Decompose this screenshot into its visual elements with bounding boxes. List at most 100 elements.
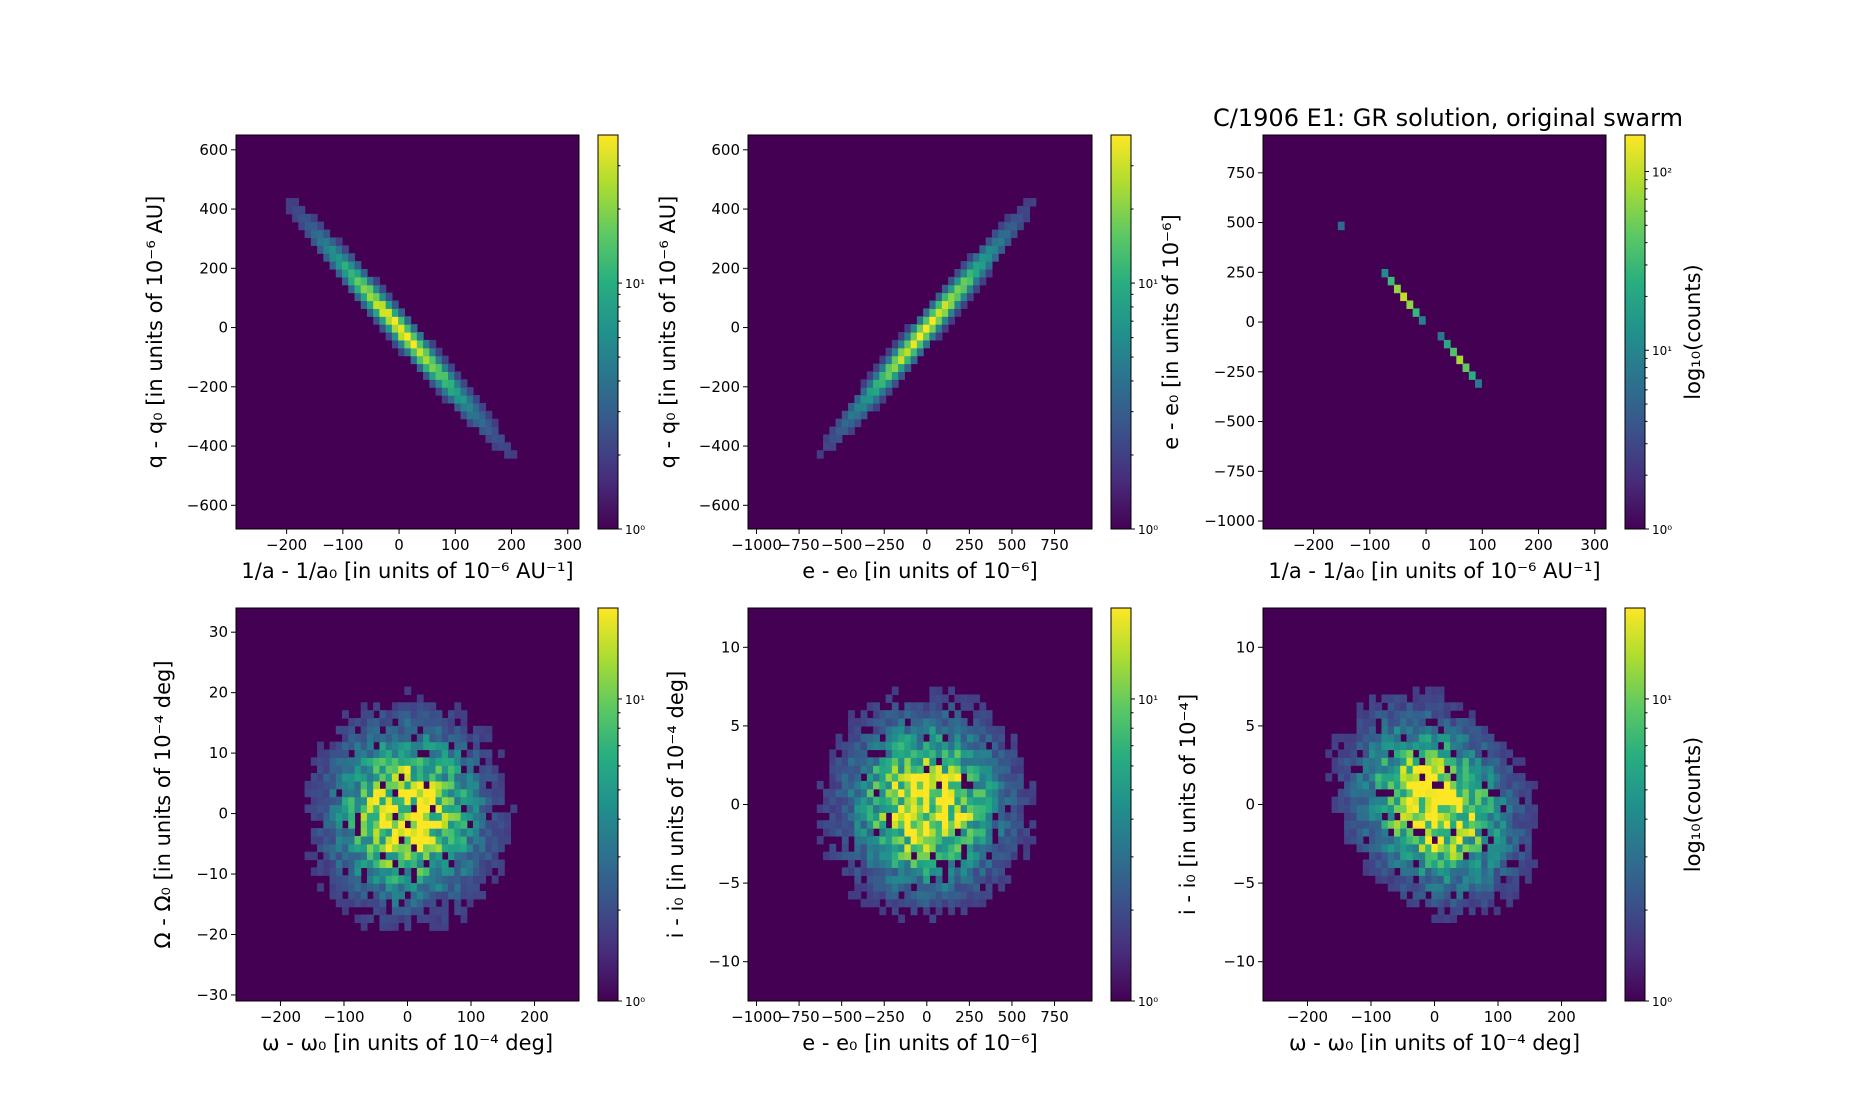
hex-cell bbox=[460, 820, 468, 829]
hex-cell bbox=[1412, 733, 1420, 743]
hex-cell bbox=[885, 859, 893, 868]
hex-cell bbox=[1468, 780, 1476, 790]
hex-cell bbox=[898, 859, 905, 868]
hex-cell bbox=[1518, 780, 1526, 790]
hex-cell bbox=[1518, 812, 1526, 821]
hex-cell bbox=[360, 883, 368, 892]
hex-cell bbox=[1512, 875, 1520, 884]
hex-cell bbox=[941, 820, 949, 829]
hex-cell bbox=[385, 316, 393, 325]
hex-cell bbox=[1418, 765, 1426, 774]
hex-cell bbox=[1400, 835, 1408, 845]
hex-cell bbox=[929, 733, 937, 743]
hex-cell bbox=[1481, 812, 1489, 821]
hex-cell bbox=[948, 796, 955, 806]
hex-cell bbox=[1481, 757, 1489, 766]
hex-cell bbox=[429, 780, 437, 790]
y-tick-label: −750 bbox=[1214, 462, 1255, 480]
y-tick-label: 200 bbox=[711, 259, 740, 277]
hex-cell bbox=[1512, 851, 1520, 861]
hex-cell bbox=[973, 710, 981, 719]
hex-cell bbox=[1369, 835, 1376, 845]
hex-cell bbox=[1350, 741, 1358, 751]
hex-cell bbox=[435, 741, 443, 751]
hex-cell bbox=[1344, 804, 1351, 813]
hex-cell bbox=[454, 796, 462, 806]
hex-cell bbox=[448, 718, 455, 727]
hex-cell bbox=[916, 749, 924, 758]
hex-cell bbox=[854, 718, 862, 727]
hex-cell bbox=[448, 733, 455, 743]
hex-cell bbox=[1450, 796, 1457, 806]
hex-cell bbox=[360, 725, 368, 735]
y-tick-label: 400 bbox=[711, 200, 740, 218]
x-tick-label: 200 bbox=[1524, 536, 1553, 554]
hex-cell bbox=[429, 725, 437, 735]
hex-cell bbox=[391, 339, 399, 349]
hex-cell bbox=[979, 710, 987, 719]
hex-cell bbox=[379, 741, 387, 751]
hex-cell bbox=[1375, 812, 1383, 821]
hex-cell bbox=[379, 773, 387, 782]
x-tick-label: −500 bbox=[821, 536, 862, 554]
hex-cell bbox=[454, 859, 462, 868]
hex-cell bbox=[385, 292, 393, 302]
hex-cell bbox=[1362, 749, 1370, 758]
hex-cell bbox=[1493, 812, 1501, 821]
y-tick-label: −10 bbox=[1223, 953, 1255, 971]
hex-cell bbox=[1418, 316, 1426, 325]
x-tick-label: 200 bbox=[1547, 1008, 1576, 1026]
hex-cell bbox=[1406, 875, 1414, 884]
hex-cell bbox=[848, 418, 855, 428]
hex-cell bbox=[860, 410, 868, 420]
hex-cell bbox=[410, 898, 418, 908]
hex-cell bbox=[1506, 788, 1514, 798]
hex-cell bbox=[373, 702, 381, 711]
hex-cell bbox=[948, 765, 955, 774]
hex-cell bbox=[866, 757, 874, 766]
hex-cell bbox=[342, 851, 349, 861]
hex-cell bbox=[416, 843, 424, 853]
hex-cell bbox=[1431, 694, 1439, 703]
hex-cell bbox=[497, 835, 505, 845]
y-tick-label: −10 bbox=[708, 953, 740, 971]
hex-cell bbox=[879, 765, 887, 774]
hex-cell bbox=[479, 820, 487, 829]
hex-cell bbox=[1393, 733, 1401, 743]
hex-cell bbox=[1481, 765, 1489, 774]
hex-cell bbox=[404, 851, 412, 861]
hex-cell bbox=[1406, 741, 1414, 751]
hex-cell bbox=[829, 749, 837, 758]
hex-cell bbox=[960, 859, 968, 868]
hex-cell bbox=[398, 780, 405, 790]
x-tick-label: 250 bbox=[955, 1008, 984, 1026]
hex-cell bbox=[366, 292, 374, 302]
hex-cell bbox=[991, 788, 999, 798]
hex-cell bbox=[1437, 898, 1445, 908]
hex-cell bbox=[323, 867, 331, 876]
hex-cell bbox=[1487, 898, 1495, 908]
hex-cell bbox=[460, 710, 468, 719]
hex-cell bbox=[935, 796, 943, 806]
hex-cell bbox=[910, 843, 918, 853]
hex-cell bbox=[829, 757, 837, 766]
hex-cell bbox=[472, 773, 480, 782]
hex-cell bbox=[1443, 812, 1451, 821]
hex-cell bbox=[866, 733, 874, 743]
hex-cell bbox=[472, 733, 480, 743]
hex-cell bbox=[342, 788, 349, 798]
hex-cell bbox=[323, 859, 331, 868]
hex-cell bbox=[335, 765, 343, 774]
hex-cell bbox=[1493, 741, 1501, 751]
hex-cell bbox=[948, 292, 955, 302]
hex-cell bbox=[948, 875, 955, 884]
hex-cell bbox=[1356, 757, 1364, 766]
hex-cell bbox=[1412, 843, 1420, 853]
hex-cell bbox=[891, 347, 899, 357]
hex-cell bbox=[479, 828, 487, 837]
hex-cell bbox=[454, 780, 462, 790]
hex-cell bbox=[873, 851, 880, 861]
hex-cell bbox=[1381, 749, 1389, 758]
hex-cell bbox=[460, 379, 468, 388]
hex-cell bbox=[1468, 733, 1476, 743]
